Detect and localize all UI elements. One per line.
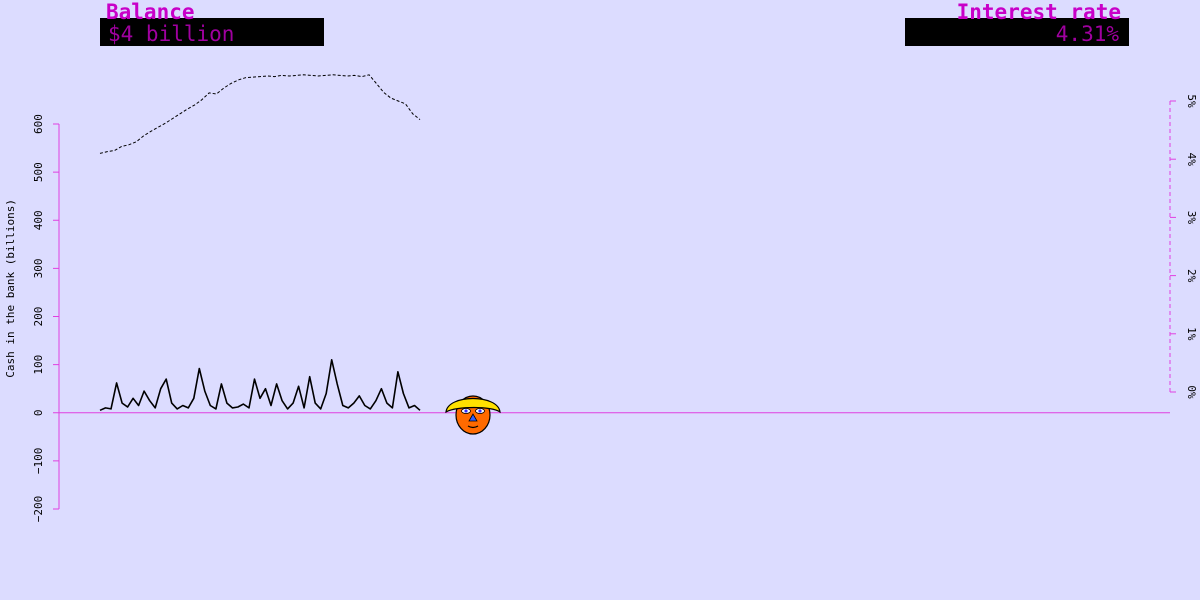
right-tick-label: 4% — [1185, 153, 1198, 167]
interest-rate-series-line — [99, 74, 421, 154]
right-tick-label: 3% — [1185, 211, 1198, 225]
right-y-axis: 0% 1% 2% 3% 4% 5% — [1169, 94, 1198, 399]
balance-title: Balance — [106, 0, 195, 24]
left-tick-label: 200 — [32, 307, 45, 327]
left-tick-label: 0 — [32, 409, 45, 416]
left-tick-label: 100 — [32, 355, 45, 375]
player-face-icon — [445, 395, 501, 435]
balance-value-box — [100, 18, 324, 46]
y-axis-title: Cash in the bank (billions) — [4, 199, 17, 378]
right-tick-label: 1% — [1185, 327, 1198, 341]
left-tick-label: 600 — [32, 114, 45, 134]
right-tick-label: 5% — [1185, 94, 1198, 108]
interest-rate-value-box — [905, 18, 1129, 46]
left-tick-label: 400 — [32, 210, 45, 230]
left-tick-label: −200 — [32, 496, 45, 523]
series-layer — [99, 74, 421, 412]
cash-balance-series-line — [99, 358, 421, 412]
interest-rate-value: 4.31% — [1055, 22, 1119, 46]
right-tick-label: 2% — [1185, 269, 1198, 283]
interest-rate-panel: Interest rate 4.31% — [905, 0, 1129, 54]
balance-panel: Balance $4 billion — [100, 0, 324, 54]
left-tick-label: 300 — [32, 258, 45, 278]
balance-value: $4 billion — [108, 22, 235, 46]
left-tick-label: −100 — [32, 448, 45, 475]
interest-rate-title: Interest rate — [956, 0, 1121, 24]
left-tick-label: 500 — [32, 162, 45, 182]
right-tick-label: 0% — [1185, 385, 1198, 399]
left-y-axis: −200 −100 0 100 200 300 400 500 600 — [32, 114, 60, 523]
